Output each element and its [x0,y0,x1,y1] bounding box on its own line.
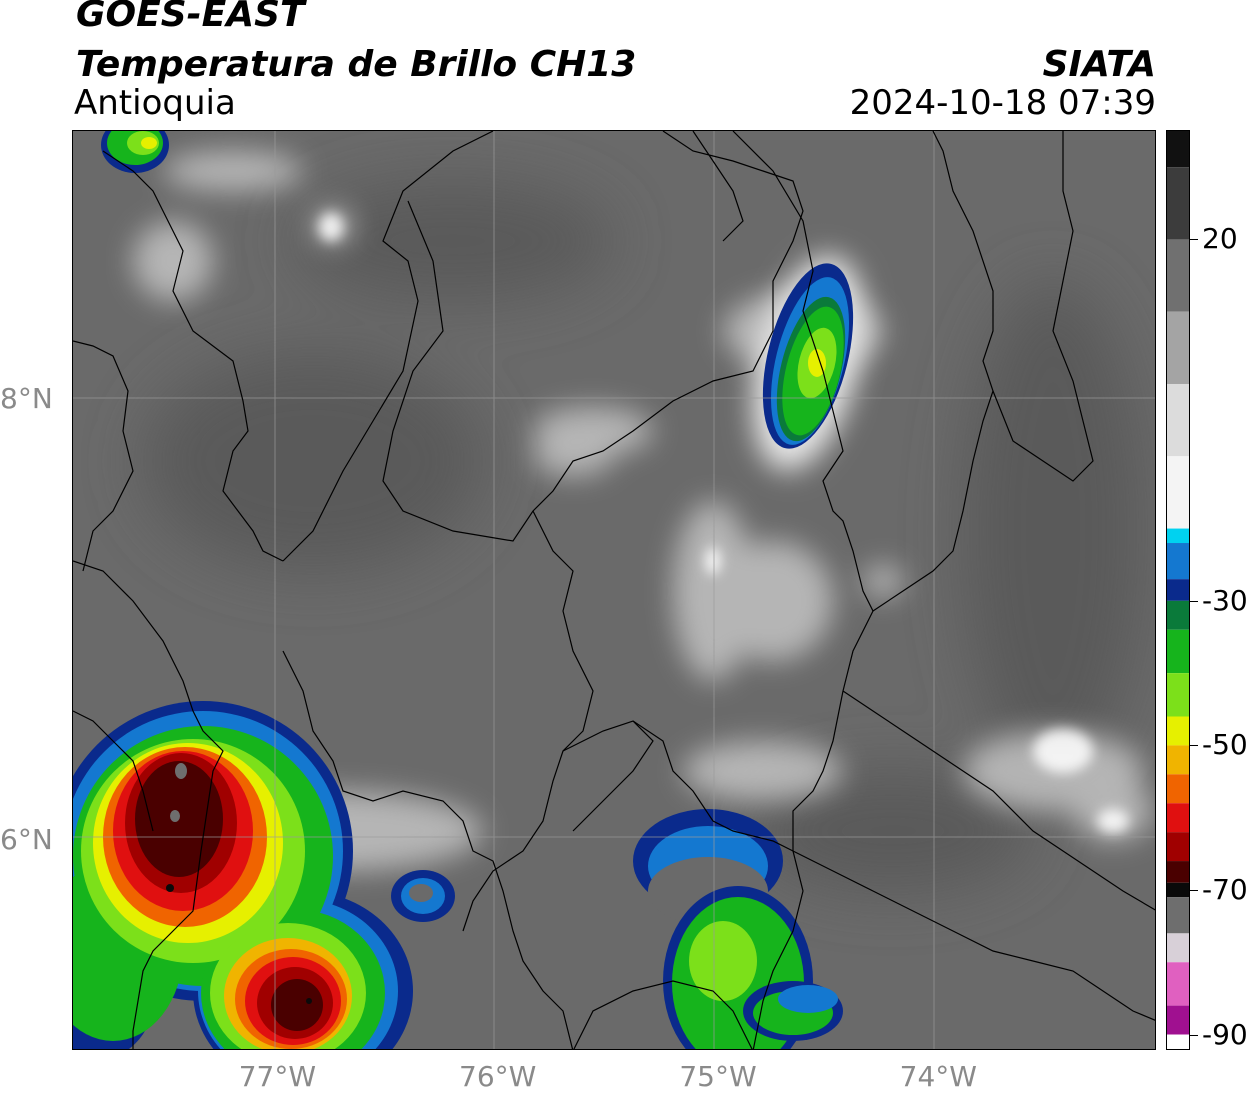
satellite-image [73,131,1155,1049]
convective-cell-south [663,886,843,1049]
colorbar-band [1167,1005,1189,1035]
colorbar-band [1167,383,1189,457]
satellite-map [72,130,1156,1050]
colorbar-band [1167,716,1189,746]
boundaries [73,131,1155,1049]
convective-cell-northwest [101,131,169,173]
colorbar-band [1167,745,1189,775]
colorbar-band [1167,933,1189,963]
warm-surface [143,181,1143,891]
colorbar-band [1167,131,1189,168]
colorbar-band [1167,1034,1189,1049]
colorbar-band [1167,528,1189,544]
colorbar-tick-mark [1190,745,1198,747]
colorbar-band [1167,239,1189,312]
brand-label: SIATA [1042,44,1156,85]
colorbar-band [1167,962,1189,1006]
colorbar-band [1167,673,1189,717]
colorbar-tick-label: 20 [1202,222,1238,256]
colorbar-band [1167,543,1189,580]
colorbar-tick-mark [1190,1034,1198,1036]
colorbar-band [1167,600,1189,630]
colorbar-tick-mark [1190,239,1198,241]
latitude-label: 8°N [0,382,53,416]
bright-cloud-tops [319,213,1129,833]
colorbar-band [1167,579,1189,601]
colorbar-band [1167,882,1189,898]
colorbar-tick-label: -30 [1202,583,1248,617]
colorbar-band [1167,629,1189,674]
colorbar-band [1167,456,1189,529]
colorbar-tick-label: -70 [1202,872,1248,906]
colorbar-scale [1167,131,1189,1049]
colorbar-tick-label: -50 [1202,728,1248,762]
longitude-label: 76°W [459,1060,537,1093]
region-subtitle: Antioquia [74,83,236,123]
longitude-label: 75°W [679,1060,757,1093]
longitude-label: 77°W [238,1060,317,1093]
colorbar-band [1167,803,1189,833]
colorbar-band [1167,167,1189,240]
colorbar-tick-label: -90 [1202,1017,1248,1051]
colorbar-band [1167,311,1189,384]
satellite-title: GOES-EAST [76,0,305,35]
temperature-colorbar [1166,130,1190,1050]
observation-datetime: 2024-10-18 07:39 [849,83,1156,123]
colorbar-tick-mark [1190,600,1198,602]
latitude-label: 6°N [0,823,53,857]
map-gridlines [73,131,1155,1049]
longitude-label: 74°W [899,1060,977,1093]
product-title: Temperatura de Brillo CH13 [76,44,637,85]
colorbar-band [1167,897,1189,934]
convective-cell-small [391,870,455,922]
colorbar-band [1167,774,1189,804]
colorbar-band [1167,832,1189,862]
colorbar-band [1167,861,1189,883]
colorbar-tick-mark [1190,889,1198,891]
